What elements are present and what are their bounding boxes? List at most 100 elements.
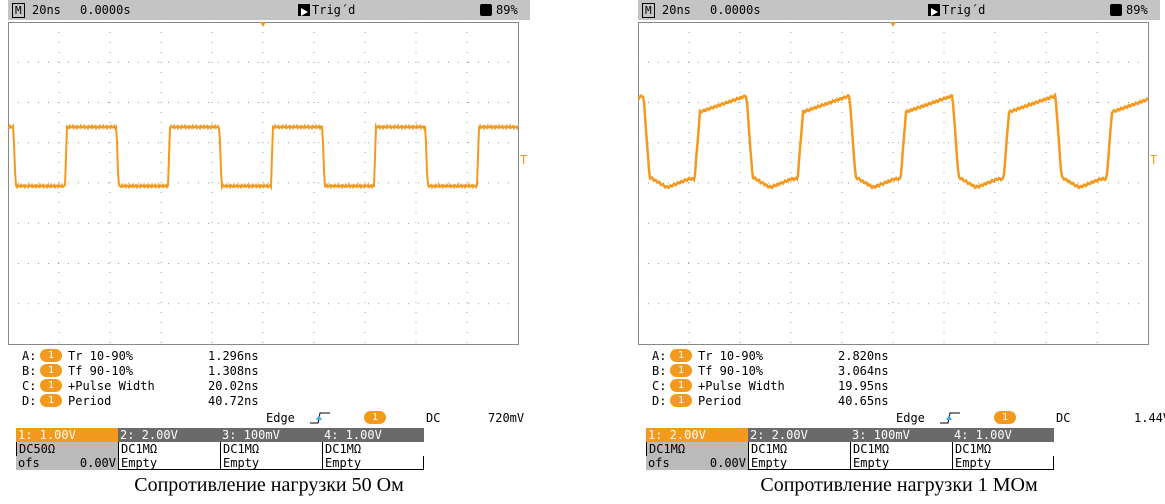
measurement-slot: C: bbox=[652, 378, 666, 394]
measurement-slot: D: bbox=[22, 393, 36, 409]
brightness: 89% bbox=[1126, 0, 1148, 20]
trigger-coupling: DC bbox=[1056, 410, 1070, 426]
trigger-level-marker: T bbox=[1150, 153, 1157, 167]
trigger-channel-badge: 1 bbox=[994, 411, 1016, 424]
channel-label: 2: 2.00V bbox=[748, 428, 850, 442]
channel-badge: 1 bbox=[670, 349, 692, 362]
channel-coupling: DC1MΩ bbox=[646, 442, 748, 456]
edge-arrow bbox=[946, 415, 952, 420]
time-position: 0.0000s bbox=[80, 0, 131, 20]
offset-label: ofs bbox=[648, 456, 670, 470]
channel-reference: Empty bbox=[118, 456, 220, 470]
offset-value: 0.00V bbox=[80, 456, 116, 470]
channel-reference: Empty bbox=[220, 456, 322, 470]
measurement-value: 20.02ns bbox=[208, 378, 259, 394]
channel-reference: Empty bbox=[850, 456, 952, 470]
measurement-value: 1.308ns bbox=[208, 363, 259, 379]
channel-badge: 1 bbox=[670, 364, 692, 377]
trigger-coupling: DC bbox=[426, 410, 440, 426]
caption: Сопротивление нагрузки 50 Ом bbox=[8, 474, 530, 497]
channel-badge: 1 bbox=[40, 379, 62, 392]
channel-coupling: DC1MΩ bbox=[220, 442, 322, 456]
measurement-slot: C: bbox=[22, 378, 36, 394]
mode-icon: M bbox=[12, 3, 25, 18]
channel-label: 4: 1.00V bbox=[322, 428, 424, 442]
channel-coupling: DC1MΩ bbox=[850, 442, 952, 456]
channel-reference: Empty bbox=[322, 456, 424, 470]
channel-label: 1: 2.00V bbox=[646, 428, 748, 442]
timebase: 20ns bbox=[662, 0, 691, 20]
timebase: 20ns bbox=[32, 0, 61, 20]
channel-badge: 1 bbox=[40, 349, 62, 362]
measurement-name: +Pulse Width bbox=[68, 378, 155, 394]
channel-label: 3: 100mV bbox=[220, 428, 322, 442]
measurement-value: 40.72ns bbox=[208, 393, 259, 409]
measurement-slot: D: bbox=[652, 393, 666, 409]
measurement-name: +Pulse Width bbox=[698, 378, 785, 394]
measurement-slot: B: bbox=[22, 363, 36, 379]
edge-icon bbox=[310, 410, 330, 424]
trigger-glyph bbox=[928, 6, 940, 18]
mode-icon: M bbox=[642, 3, 655, 18]
measurement-slot: B: bbox=[652, 363, 666, 379]
measurement-value: 2.820ns bbox=[838, 348, 889, 364]
channel-badge: 1 bbox=[40, 364, 62, 377]
scope-screen: T1 bbox=[638, 22, 1160, 352]
time-position: 0.0000s bbox=[710, 0, 761, 20]
arrow bbox=[301, 8, 308, 16]
measurement-slot: A: bbox=[652, 348, 666, 364]
trigger-level: 1.44V bbox=[1134, 410, 1165, 426]
channel-reference: Empty bbox=[748, 456, 850, 470]
offset-row: ofs 0.00V bbox=[16, 456, 118, 470]
edge-arrow bbox=[316, 415, 322, 420]
brightness: 89% bbox=[496, 0, 518, 20]
edge-glyph bbox=[940, 411, 960, 425]
measurement-value: 40.65ns bbox=[838, 393, 889, 409]
measurement-value: 3.064ns bbox=[838, 363, 889, 379]
channel-label: 4: 1.00V bbox=[952, 428, 1054, 442]
trigger-state: Trig´d bbox=[312, 0, 355, 20]
channel-label: 1: 1.00V bbox=[16, 428, 118, 442]
trigger-level: 720mV bbox=[488, 410, 524, 426]
edge-icon bbox=[940, 410, 960, 424]
measurement-value: 1.296ns bbox=[208, 348, 259, 364]
measurement-name: Period bbox=[68, 393, 111, 409]
channel-badge: 1 bbox=[40, 394, 62, 407]
channel-coupling: DC50Ω bbox=[16, 442, 118, 456]
measurement-name: Period bbox=[698, 393, 741, 409]
offset-label: ofs bbox=[18, 456, 40, 470]
measurement-name: Tr 10-90% bbox=[68, 348, 133, 364]
trigger-channel-badge: 1 bbox=[364, 411, 386, 424]
measurement-name: Tf 90-10% bbox=[68, 363, 133, 379]
brightness-icon bbox=[480, 4, 492, 16]
channel-label: 3: 100mV bbox=[850, 428, 952, 442]
brightness-icon bbox=[1110, 4, 1122, 16]
offset-row: ofs 0.00V bbox=[646, 456, 748, 470]
measurement-slot: A: bbox=[22, 348, 36, 364]
channel-coupling: DC1MΩ bbox=[118, 442, 220, 456]
offset-value: 0.00V bbox=[710, 456, 746, 470]
trigger-icon bbox=[928, 4, 940, 16]
measurement-name: Tf 90-10% bbox=[698, 363, 763, 379]
trigger-state: Trig´d bbox=[942, 0, 985, 20]
trigger-type: Edge bbox=[266, 410, 295, 426]
status-bar: M 20ns 0.0000s Trig´d 89% bbox=[8, 0, 530, 20]
channel-badge: 1 bbox=[670, 394, 692, 407]
measurement-name: Tr 10-90% bbox=[698, 348, 763, 364]
channel-badge: 1 bbox=[670, 379, 692, 392]
channel-coupling: DC1MΩ bbox=[952, 442, 1054, 456]
edge-glyph bbox=[310, 411, 330, 425]
screenshot: M20ns0.0000sTrig´d89%T1A:1Tr 10-90%1.296… bbox=[0, 0, 1165, 504]
trigger-glyph bbox=[298, 6, 310, 18]
trigger-type: Edge bbox=[896, 410, 925, 426]
scope-screen: T1 bbox=[8, 22, 530, 352]
channel-label: 2: 2.00V bbox=[118, 428, 220, 442]
trigger-level-marker: T bbox=[520, 153, 527, 167]
channel-reference: Empty bbox=[952, 456, 1054, 470]
channel-coupling: DC1MΩ bbox=[748, 442, 850, 456]
arrow bbox=[931, 8, 938, 16]
